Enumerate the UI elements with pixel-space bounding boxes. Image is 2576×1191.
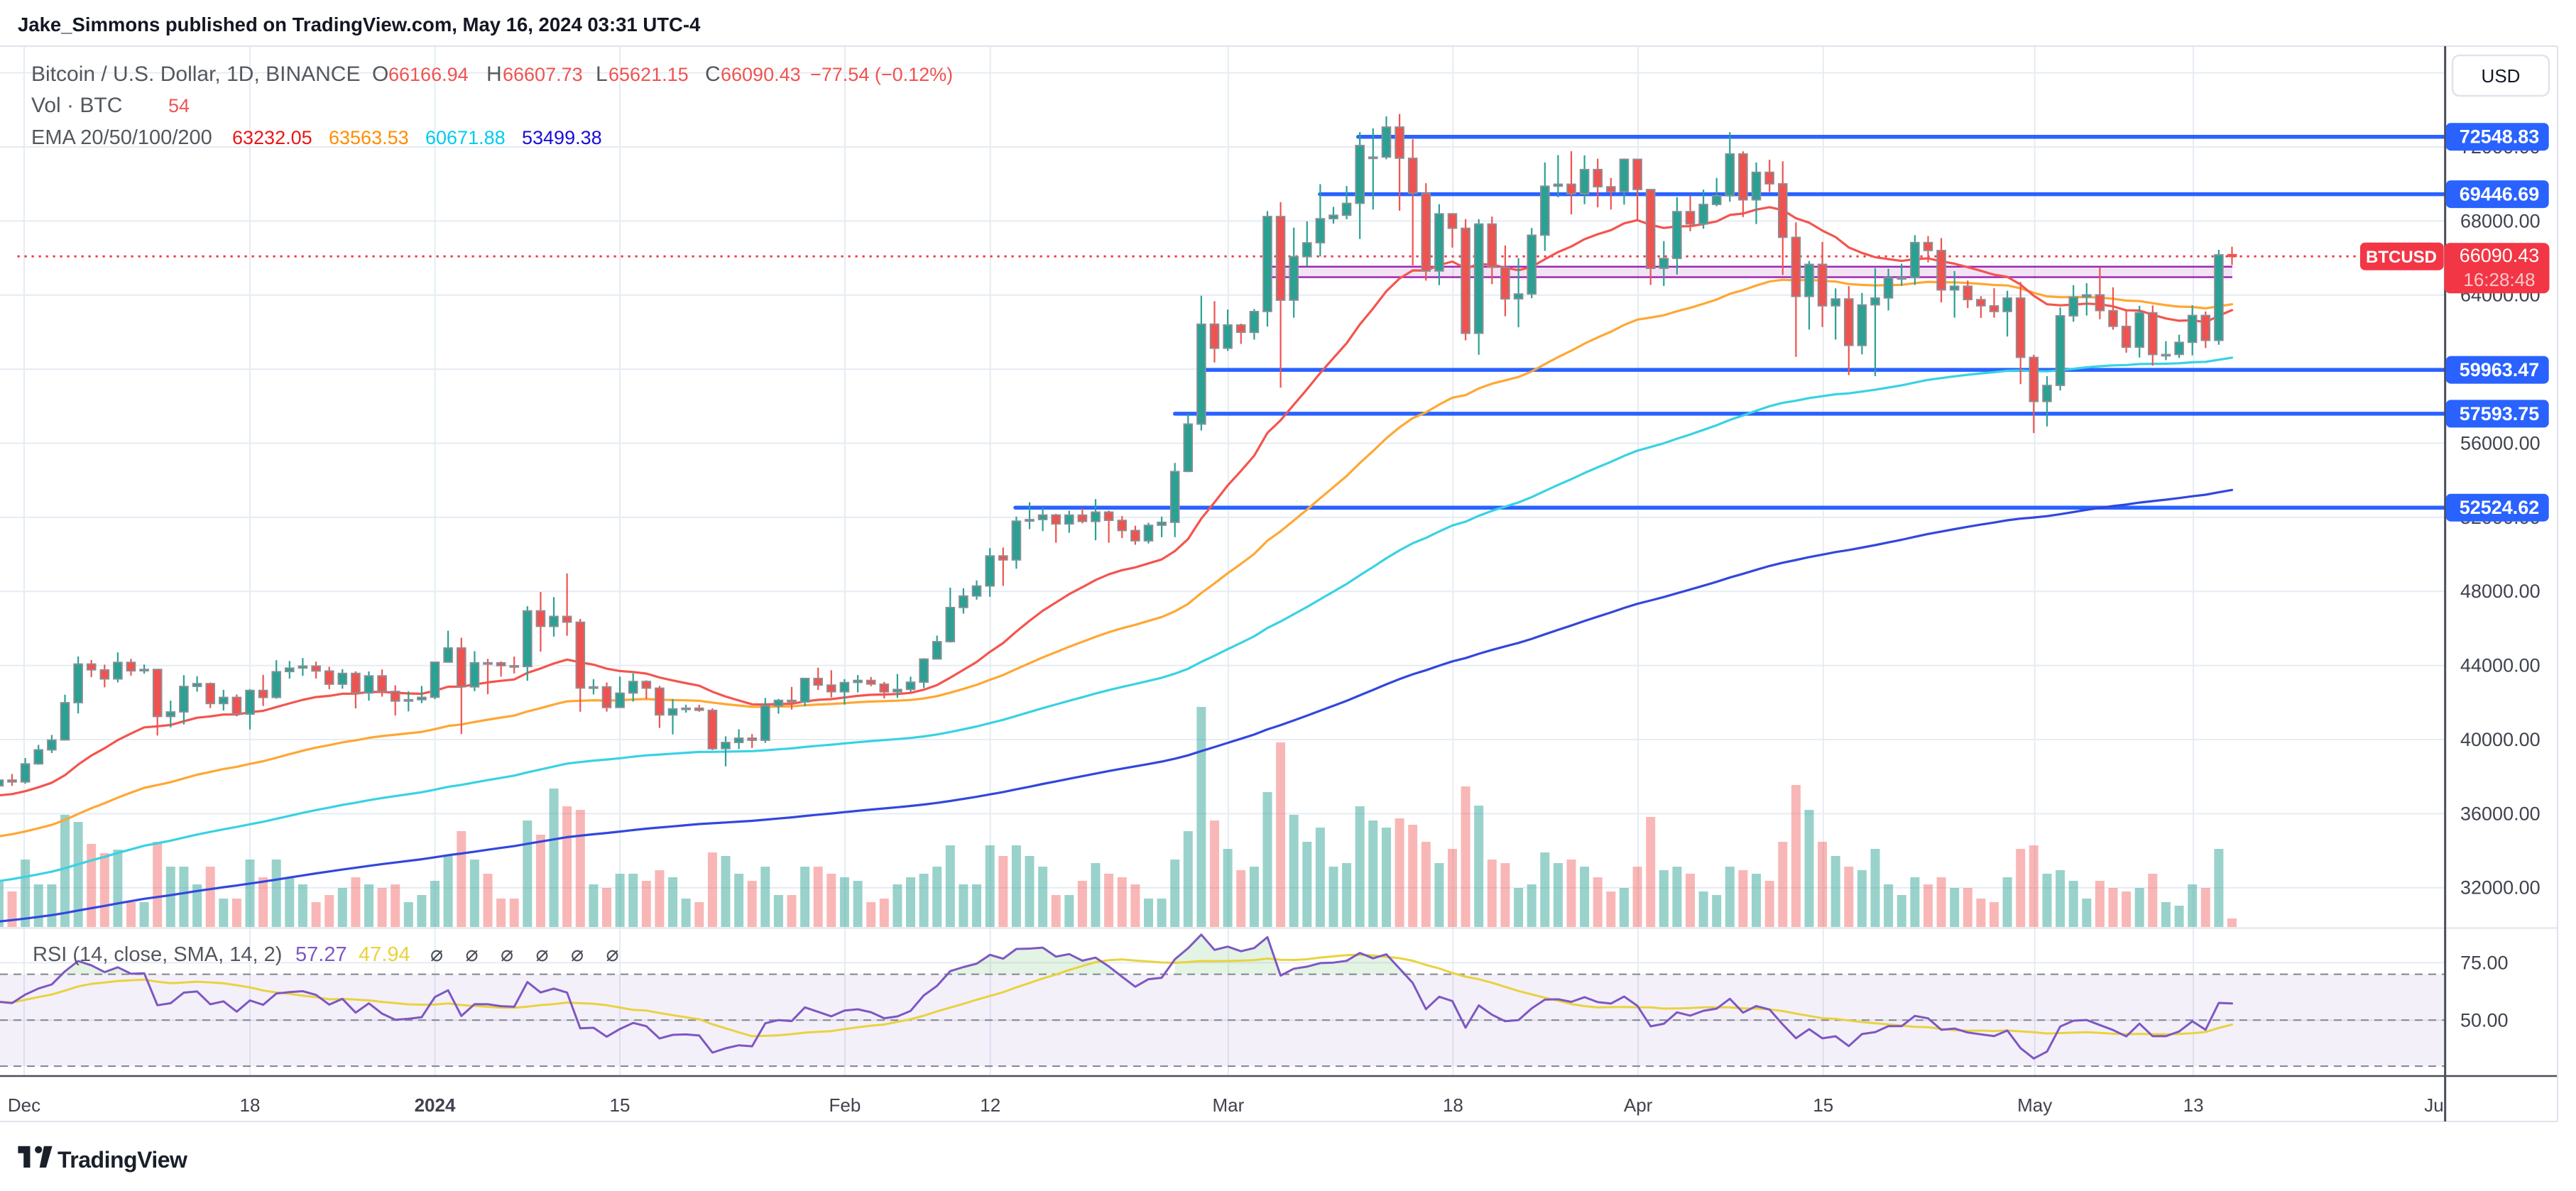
svg-text:53499.38: 53499.38: [522, 127, 602, 148]
svg-text:⌀: ⌀: [606, 943, 619, 966]
svg-text:44000.00: 44000.00: [2460, 655, 2540, 676]
svg-text:Bitcoin / U.S. Dollar, 1D, BIN: Bitcoin / U.S. Dollar, 1D, BINANCE: [31, 62, 360, 86]
svg-text:Jake_Simmons published on Trad: Jake_Simmons published on TradingView.co…: [18, 13, 701, 35]
svg-text:36000.00: 36000.00: [2460, 803, 2540, 824]
svg-text:32000.00: 32000.00: [2460, 877, 2540, 899]
svg-text:18: 18: [240, 1094, 261, 1116]
svg-text:H: H: [486, 62, 502, 86]
svg-text:65621.15: 65621.15: [608, 64, 689, 85]
svg-text:68000.00: 68000.00: [2460, 210, 2540, 231]
svg-text:⌀: ⌀: [466, 943, 479, 966]
svg-text:57.27: 57.27: [295, 943, 347, 966]
svg-text:RSI (14, close, SMA, 14, 2): RSI (14, close, SMA, 14, 2): [33, 943, 282, 966]
svg-text:15: 15: [1813, 1094, 1833, 1116]
svg-text:⌀: ⌀: [536, 943, 549, 966]
svg-text:75.00: 75.00: [2460, 952, 2509, 973]
svg-text:May: May: [2017, 1094, 2052, 1116]
svg-text:69446.69: 69446.69: [2460, 184, 2540, 205]
svg-text:Apr: Apr: [1624, 1094, 1653, 1116]
svg-text:⌀: ⌀: [501, 943, 513, 966]
svg-text:16:28:48: 16:28:48: [2463, 269, 2535, 290]
svg-text:USD: USD: [2482, 65, 2521, 87]
svg-text:60671.88: 60671.88: [425, 127, 506, 148]
svg-text:66090.43: 66090.43: [2460, 245, 2540, 266]
svg-text:13: 13: [2183, 1094, 2204, 1116]
svg-text:12: 12: [980, 1094, 1000, 1116]
svg-text:63232.05: 63232.05: [232, 127, 312, 148]
svg-text:54: 54: [168, 95, 190, 116]
svg-text:⌀: ⌀: [571, 943, 584, 966]
svg-text:Vol · BTC: Vol · BTC: [31, 94, 122, 117]
svg-text:Ju: Ju: [2424, 1094, 2443, 1116]
svg-text:66607.73: 66607.73: [503, 64, 583, 85]
svg-text:48000.00: 48000.00: [2460, 581, 2540, 602]
svg-text:EMA 20/50/100/200: EMA 20/50/100/200: [31, 126, 212, 149]
svg-text:Dec: Dec: [8, 1094, 40, 1116]
svg-text:66166.94: 66166.94: [388, 64, 469, 85]
svg-text:TradingView: TradingView: [58, 1147, 187, 1173]
svg-text:18: 18: [1443, 1094, 1463, 1116]
svg-text:L: L: [596, 62, 608, 86]
svg-text:O: O: [372, 62, 388, 86]
svg-text:−77.54 (−0.12%): −77.54 (−0.12%): [810, 64, 953, 85]
svg-text:72548.83: 72548.83: [2460, 126, 2540, 148]
svg-text:C: C: [705, 62, 721, 86]
svg-text:15: 15: [610, 1094, 631, 1116]
svg-text:56000.00: 56000.00: [2460, 433, 2540, 454]
svg-text:Feb: Feb: [829, 1094, 861, 1116]
svg-text:52524.62: 52524.62: [2460, 497, 2540, 518]
svg-text:⌀: ⌀: [430, 943, 443, 966]
svg-text:40000.00: 40000.00: [2460, 729, 2540, 750]
svg-text:BTCUSD: BTCUSD: [2366, 248, 2437, 267]
svg-text:Mar: Mar: [1213, 1094, 1245, 1116]
svg-text:59963.47: 59963.47: [2460, 359, 2540, 380]
svg-text:47.94: 47.94: [359, 943, 410, 966]
svg-text:2024: 2024: [415, 1094, 456, 1116]
svg-text:57593.75: 57593.75: [2460, 403, 2540, 424]
svg-text:50.00: 50.00: [2460, 1009, 2509, 1031]
svg-text:66090.43: 66090.43: [721, 64, 801, 85]
svg-text:63563.53: 63563.53: [329, 127, 409, 148]
